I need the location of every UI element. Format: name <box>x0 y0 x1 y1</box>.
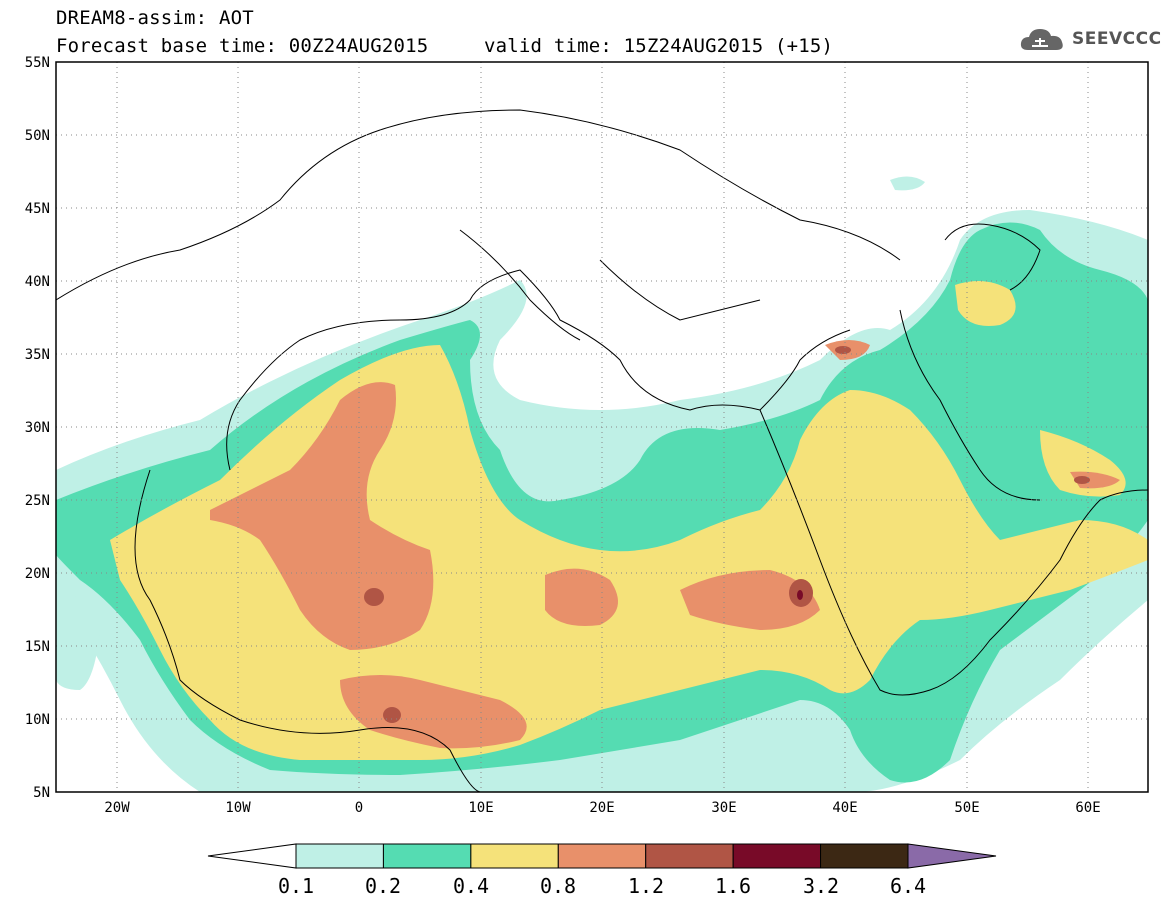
colorbar-label: 0.8 <box>540 874 576 898</box>
seevccc-logo: SEEVCCC <box>1018 22 1162 56</box>
grid-lines <box>56 62 1148 792</box>
aot-band-0.1-north <box>890 176 925 191</box>
aot-contours <box>56 109 1148 792</box>
lat-tick: 20N <box>25 566 50 582</box>
aot-band-1.6-sudan <box>797 590 803 600</box>
colorbar-segments <box>207 843 997 869</box>
lat-axis: 55N 50N 45N 40N 35N 30N 25N 20N 15N 10N … <box>25 55 50 801</box>
colorbar-label: 6.4 <box>890 874 926 898</box>
lon-tick: 20E <box>589 800 614 816</box>
colorbar-label: 3.2 <box>803 874 839 898</box>
cloud-icon <box>1020 29 1063 50</box>
aot-band-0.8-chad <box>545 568 618 626</box>
lon-tick: 0 <box>355 800 363 816</box>
colorbar-segment <box>907 843 997 869</box>
lat-tick: 45N <box>25 201 50 217</box>
lat-tick: 35N <box>25 347 50 363</box>
aot-band-0.4-caspian <box>955 281 1016 326</box>
aot-band-0.8-sudan <box>680 570 820 630</box>
aot-band-1.2-iraq <box>835 346 851 354</box>
aot-band-0.8-west <box>210 382 434 650</box>
colorbar-label: 0.1 <box>278 874 314 898</box>
lon-axis: 20W 10W 0 10E 20E 30E 40E 50E 60E <box>104 800 1100 816</box>
aot-band-1.2-iran <box>1074 476 1090 484</box>
colorbar-segment <box>470 843 559 869</box>
map-title: DREAM8-assim: AOT <box>56 7 254 29</box>
colorbar-label: 1.2 <box>628 874 664 898</box>
lon-tick: 30E <box>711 800 736 816</box>
base-time: Forecast base time: 00Z24AUG2015 <box>56 35 429 57</box>
lon-tick: 40E <box>832 800 857 816</box>
lon-tick: 50E <box>954 800 979 816</box>
lat-tick: 55N <box>25 55 50 71</box>
colorbar-segment <box>382 843 472 869</box>
map-frame <box>55 61 1149 793</box>
colorbar-segment <box>295 843 384 869</box>
lat-tick: 40N <box>25 274 50 290</box>
colorbar-segment <box>732 843 822 869</box>
lat-tick: 10N <box>25 712 50 728</box>
colorbar-labels: 0.1 0.2 0.4 0.8 1.2 1.6 3.2 6.4 <box>278 874 926 898</box>
coastlines <box>56 109 1148 792</box>
valid-time: valid time: 15Z24AUG2015 (+15) <box>484 35 834 57</box>
colorbar-segment <box>207 843 297 869</box>
lat-tick: 15N <box>25 639 50 655</box>
lat-tick: 5N <box>33 785 50 801</box>
colorbar-segment <box>645 843 734 869</box>
lon-tick: 60E <box>1075 800 1100 816</box>
logo-text: SEEVCCC <box>1072 29 1162 49</box>
lat-tick: 50N <box>25 128 50 144</box>
aot-band-0.1-west <box>56 590 100 690</box>
aot-band-1.2-mali <box>364 588 384 606</box>
lat-tick: 25N <box>25 493 50 509</box>
lon-tick: 10E <box>468 800 493 816</box>
lon-tick: 20W <box>104 800 130 816</box>
colorbar-label: 0.4 <box>453 874 489 898</box>
lat-tick: 30N <box>25 420 50 436</box>
lon-tick: 10W <box>225 800 251 816</box>
colorbar-label: 1.6 <box>715 874 751 898</box>
colorbar-segment <box>557 843 647 869</box>
aot-band-0.8-central <box>340 675 527 749</box>
colorbar-label: 0.2 <box>365 874 401 898</box>
colorbar-segment <box>820 843 909 869</box>
aot-band-0.8-iran <box>1070 471 1120 489</box>
